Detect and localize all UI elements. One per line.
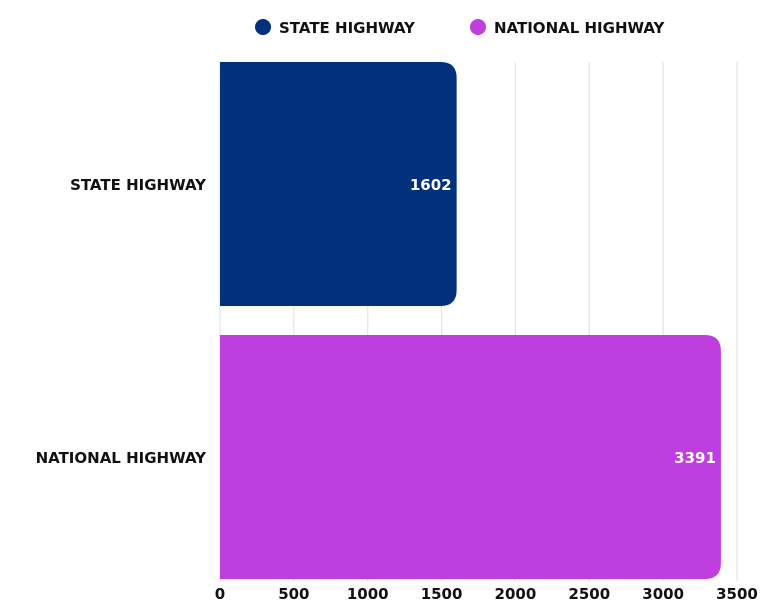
data-label-state-highway: 1602 [410, 176, 452, 194]
x-tick-label-0: 0 [215, 585, 225, 603]
bar-state-highway [220, 62, 457, 306]
legend-marker-state-highway [255, 19, 271, 35]
category-label-national-highway: NATIONAL HIGHWAY [36, 449, 208, 467]
x-axis-ticks: 0 500 1000 1500 2000 2500 3000 3500 [215, 585, 758, 603]
legend-label-national-highway: NATIONAL HIGHWAY [494, 19, 666, 37]
x-tick-label-3500: 3500 [716, 585, 758, 603]
x-tick-label-1000: 1000 [347, 585, 389, 603]
x-tick-label-1500: 1500 [421, 585, 463, 603]
bar-national-highway [220, 335, 721, 579]
category-label-state-highway: STATE HIGHWAY [70, 176, 207, 194]
category-labels: STATE HIGHWAY NATIONAL HIGHWAY [36, 176, 208, 467]
x-tick-label-2500: 2500 [568, 585, 610, 603]
x-tick-label-3000: 3000 [642, 585, 684, 603]
bars: 1602 3391 [220, 62, 721, 579]
legend: STATE HIGHWAY NATIONAL HIGHWAY [255, 19, 666, 37]
data-label-national-highway: 3391 [674, 449, 716, 467]
x-tick-label-500: 500 [278, 585, 309, 603]
legend-label-state-highway: STATE HIGHWAY [279, 19, 416, 37]
legend-marker-national-highway [470, 19, 486, 35]
x-tick-label-2000: 2000 [495, 585, 537, 603]
